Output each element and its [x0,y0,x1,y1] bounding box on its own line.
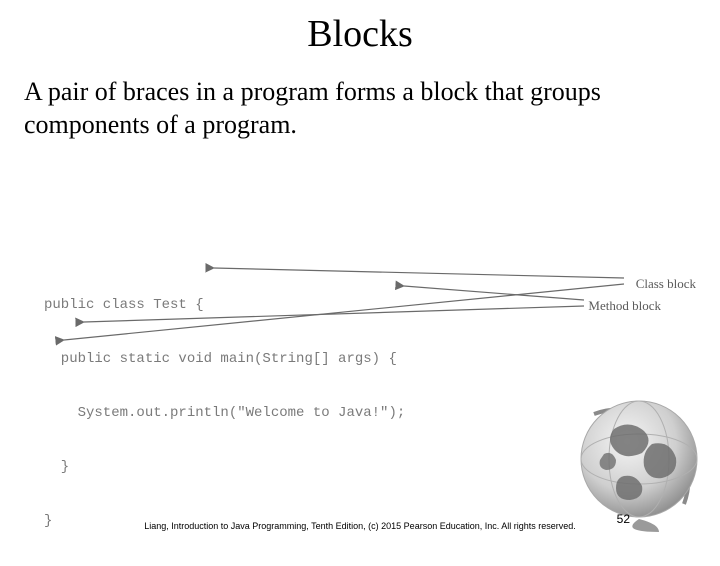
class-block-label: Class block [636,276,696,292]
method-block-label: Method block [588,298,661,314]
code-line-3: System.out.println("Welcome to Java!"); [44,404,405,422]
globe-icon [564,384,714,534]
globe-decoration [564,384,714,534]
body-paragraph: A pair of braces in a program forms a bl… [0,56,720,141]
code-line-1: public class Test { [44,296,405,314]
slide-title: Blocks [0,0,720,56]
footer-attribution: Liang, Introduction to Java Programming,… [0,521,720,532]
page-number: 52 [617,512,630,526]
code-line-2: public static void main(String[] args) { [44,350,405,368]
code-block: public class Test { public static void m… [44,260,405,566]
code-line-4: } [44,458,405,476]
